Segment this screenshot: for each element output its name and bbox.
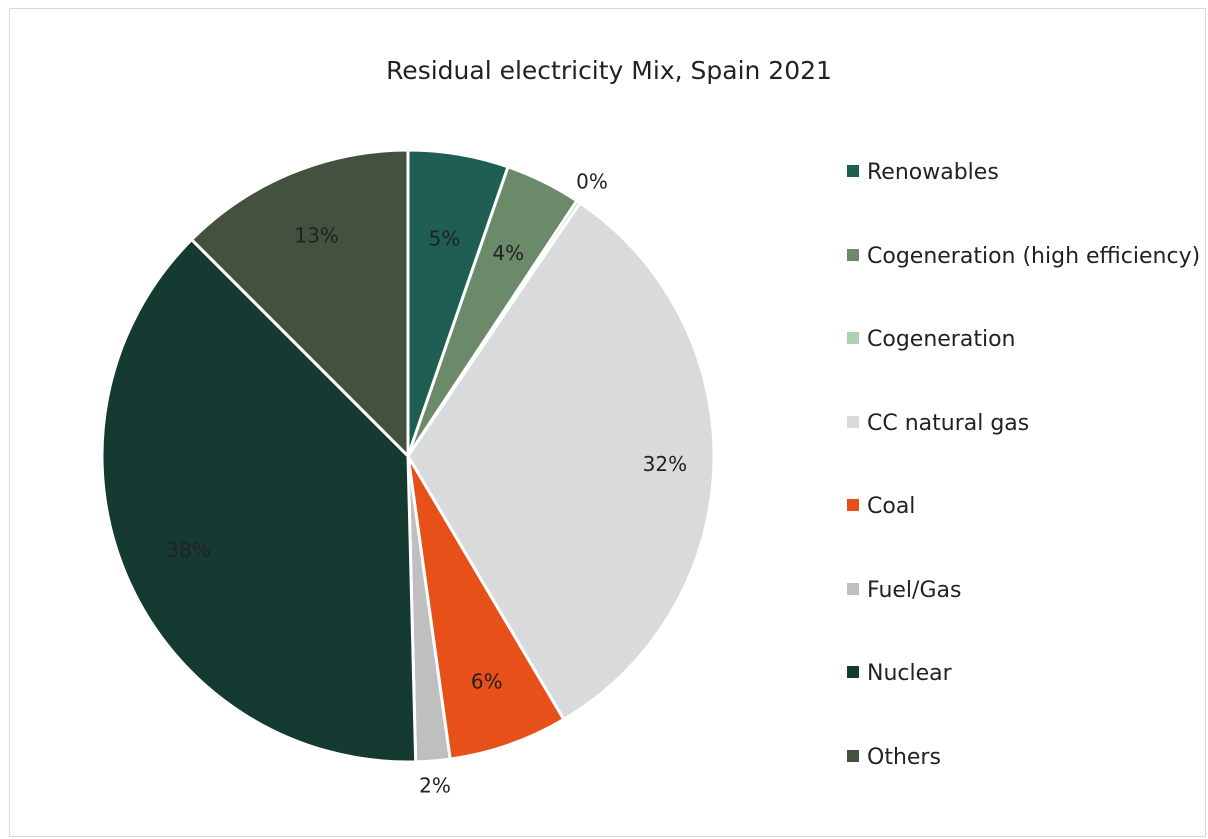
data-label: 5% bbox=[429, 227, 461, 251]
legend-swatch bbox=[847, 499, 859, 511]
legend-swatch bbox=[847, 332, 859, 344]
data-label: 2% bbox=[419, 773, 451, 797]
legend-label: Fuel/Gas bbox=[867, 577, 962, 603]
data-label: 6% bbox=[471, 669, 503, 693]
legend-item: Nuclear bbox=[847, 659, 952, 689]
pie-slice-others bbox=[189, 148, 410, 460]
data-label: 4% bbox=[492, 241, 524, 265]
legend-swatch bbox=[847, 248, 859, 261]
data-label: 13% bbox=[294, 223, 338, 247]
data-label: 38% bbox=[166, 538, 210, 562]
data-label: 0% bbox=[576, 170, 608, 194]
pie-slice-coal bbox=[406, 455, 566, 761]
data-labels: 5% 4% 0% 32% 6% 2% 38% 13% bbox=[166, 170, 687, 798]
legend-label: Coal bbox=[867, 494, 916, 519]
legend-item: Others bbox=[847, 743, 941, 773]
legend-swatch bbox=[847, 582, 859, 595]
legend-label: Cogeneration (high efficiency) bbox=[867, 243, 1201, 269]
data-label: 32% bbox=[643, 452, 687, 476]
legend-label: Nuclear bbox=[867, 661, 952, 686]
pie-slices bbox=[100, 148, 716, 764]
legend-swatch bbox=[847, 749, 859, 762]
legend-swatch bbox=[847, 165, 859, 177]
pie-slice-nuclear bbox=[100, 237, 418, 764]
legend-label: CC natural gas bbox=[867, 410, 1030, 436]
legend-label: Cogeneration bbox=[867, 327, 1016, 352]
legend-swatch bbox=[847, 415, 859, 428]
pie-slice-cc-natural-gas bbox=[406, 200, 716, 722]
legend-item: Coal bbox=[847, 492, 915, 522]
legend-item: Fuel/Gas bbox=[847, 576, 961, 606]
legend-label: Renowables bbox=[867, 160, 999, 185]
legend-swatch bbox=[847, 666, 859, 678]
legend-item: Cogeneration (high efficiency) bbox=[847, 242, 1200, 272]
legend-item: CC natural gas bbox=[847, 409, 1029, 439]
chart-title: Residual electricity Mix, Spain 2021 bbox=[386, 56, 832, 85]
legend-item: Renowables bbox=[847, 158, 999, 188]
legend-label: Others bbox=[867, 744, 941, 770]
legend-item: Cogeneration bbox=[847, 325, 1015, 355]
